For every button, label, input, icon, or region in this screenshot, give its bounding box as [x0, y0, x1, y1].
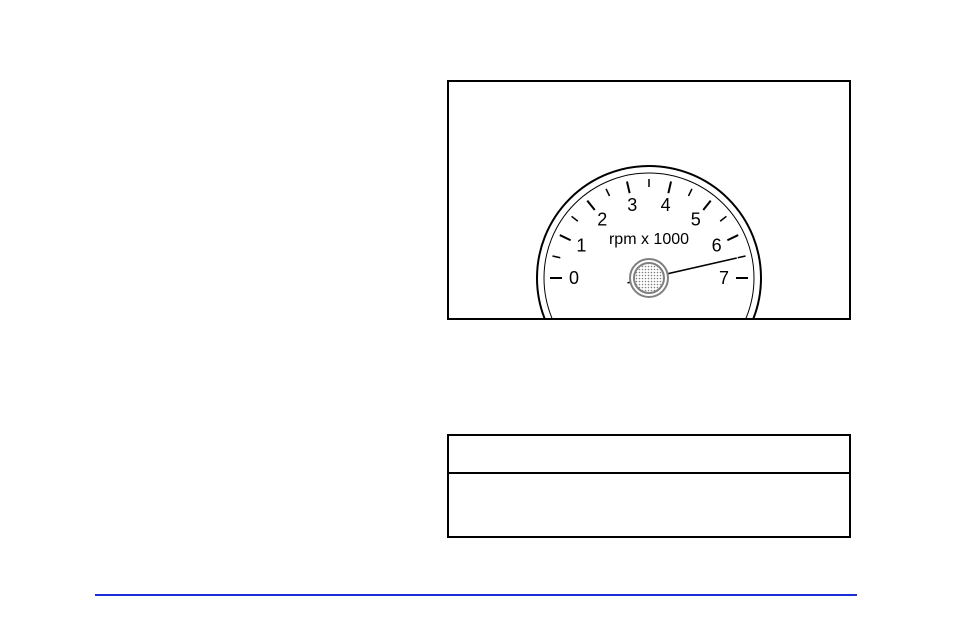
- info-table: [447, 434, 851, 538]
- gauge-number: 5: [691, 209, 701, 229]
- tachometer-gauge: 0 123 456 7 rpm x 1000: [449, 82, 849, 318]
- gauge-number: 0: [569, 268, 579, 288]
- gauge-number: 3: [627, 195, 637, 215]
- gauge-number: 4: [661, 195, 671, 215]
- gauge-frame: 0 123 456 7 rpm x 1000: [447, 80, 851, 320]
- divider-rule: [95, 594, 857, 596]
- gauge-unit-label: rpm x 1000: [609, 231, 689, 248]
- page: 0 123 456 7 rpm x 1000: [0, 0, 954, 636]
- table-row: [447, 434, 851, 474]
- gauge-number: 7: [719, 268, 729, 288]
- table-row: [447, 474, 851, 538]
- gauge-number: 2: [597, 209, 607, 229]
- gauge-number: 6: [712, 235, 722, 255]
- gauge-number: 1: [576, 235, 586, 255]
